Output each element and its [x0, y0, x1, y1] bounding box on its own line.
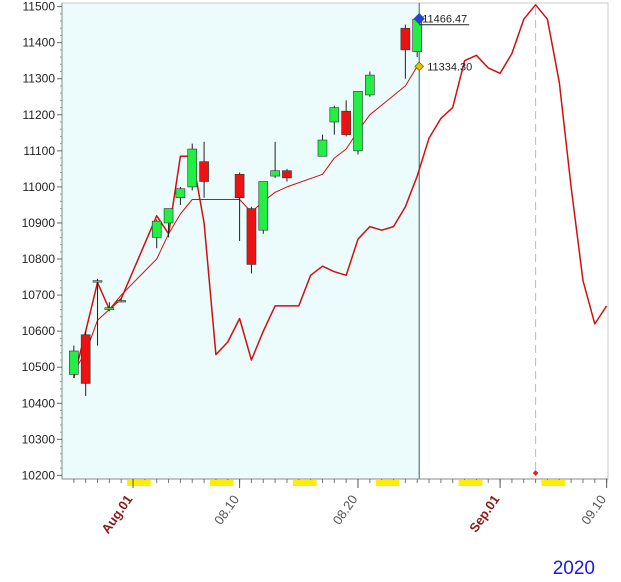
candle [104, 302, 115, 312]
candle [163, 208, 174, 238]
weekend-block [458, 480, 483, 486]
y-tick-label: 11500 [23, 0, 56, 14]
candle [270, 141, 280, 178]
moving-average-line [73, 66, 418, 372]
x-tick-label: Aug.01 [98, 492, 135, 536]
y-tick-label: 10700 [22, 288, 56, 302]
candle [80, 331, 91, 397]
y-tick-label: 11200 [23, 108, 56, 122]
candle-body-up [151, 220, 162, 238]
candle-body-down [199, 161, 209, 182]
chart-series [73, 4, 608, 379]
x-tick-label: 08.10 [211, 492, 242, 527]
x-tick-label: Sep.01 [466, 492, 502, 535]
y-tick-label: 10300 [22, 432, 56, 446]
weekend-block [541, 480, 566, 486]
history-shade [62, 3, 420, 479]
chart-candles [69, 17, 423, 397]
x-tick-label: 08.20 [330, 492, 361, 527]
forecast-peak-marker [532, 470, 539, 476]
y-tick-label: 11000 [23, 180, 56, 194]
candle [92, 278, 103, 346]
candle-body-down [282, 170, 292, 179]
forecast-line [73, 4, 608, 379]
candle [175, 186, 186, 205]
candle [246, 206, 257, 274]
y-tick-label: 10400 [22, 396, 56, 410]
candle-body-up [187, 148, 198, 188]
candle [199, 141, 209, 198]
candle [400, 24, 411, 79]
candle [317, 134, 328, 157]
candle [151, 219, 162, 249]
candle-body-up [104, 307, 115, 310]
candle [329, 105, 340, 135]
candle [282, 168, 292, 182]
y-tick-label: 10200 [22, 468, 56, 482]
candle-body-up [175, 188, 186, 199]
weekend-block [292, 480, 317, 486]
candle-body-down [80, 334, 91, 384]
candle-body-down [341, 110, 351, 135]
y-tick-label: 11300 [23, 72, 56, 86]
y-tick-label: 10900 [22, 216, 56, 230]
weekend-block [210, 480, 234, 486]
candle-body-up [258, 181, 269, 231]
candle-body-up [365, 74, 375, 96]
candle [234, 172, 245, 241]
candle [187, 143, 198, 191]
candle-body-up [353, 91, 363, 152]
y-tick-label: 10500 [22, 360, 56, 374]
y-tick-label: 10600 [22, 324, 56, 338]
chart-background [61, 2, 609, 480]
last-value-marker [414, 61, 425, 72]
candle [116, 298, 126, 303]
candle [69, 345, 79, 379]
high-price-label: 11466.47 [422, 14, 467, 26]
candle [365, 71, 375, 97]
x-tick-label: 09.10 [578, 492, 609, 527]
candle-body-up [412, 18, 423, 52]
candle [412, 17, 423, 58]
candle-body-up [329, 107, 340, 123]
candle [341, 100, 351, 137]
y-tick-label: 10800 [22, 252, 56, 266]
candle-body-up [116, 300, 126, 303]
weekend-block [127, 480, 151, 486]
y-tick-label: 11400 [23, 36, 56, 50]
candle-body-up [92, 280, 103, 283]
candle-body-down [234, 173, 245, 199]
candle-body-up [69, 350, 79, 375]
chart-grid [418, 3, 539, 479]
chart-annotations: 11466.47 11334.30 [413, 13, 472, 73]
year-label: 2020 [552, 558, 595, 579]
y-tick-label: 11100 [23, 144, 55, 158]
weekend-block [375, 480, 400, 486]
candle [353, 91, 363, 155]
candle [258, 181, 269, 234]
candle-body-up [317, 139, 328, 157]
candle-body-down [246, 208, 257, 265]
candle-body-up [163, 208, 174, 224]
candle-body-up [270, 170, 280, 177]
candle-body-down [400, 27, 411, 51]
last-value-label: 11334.30 [427, 61, 472, 73]
